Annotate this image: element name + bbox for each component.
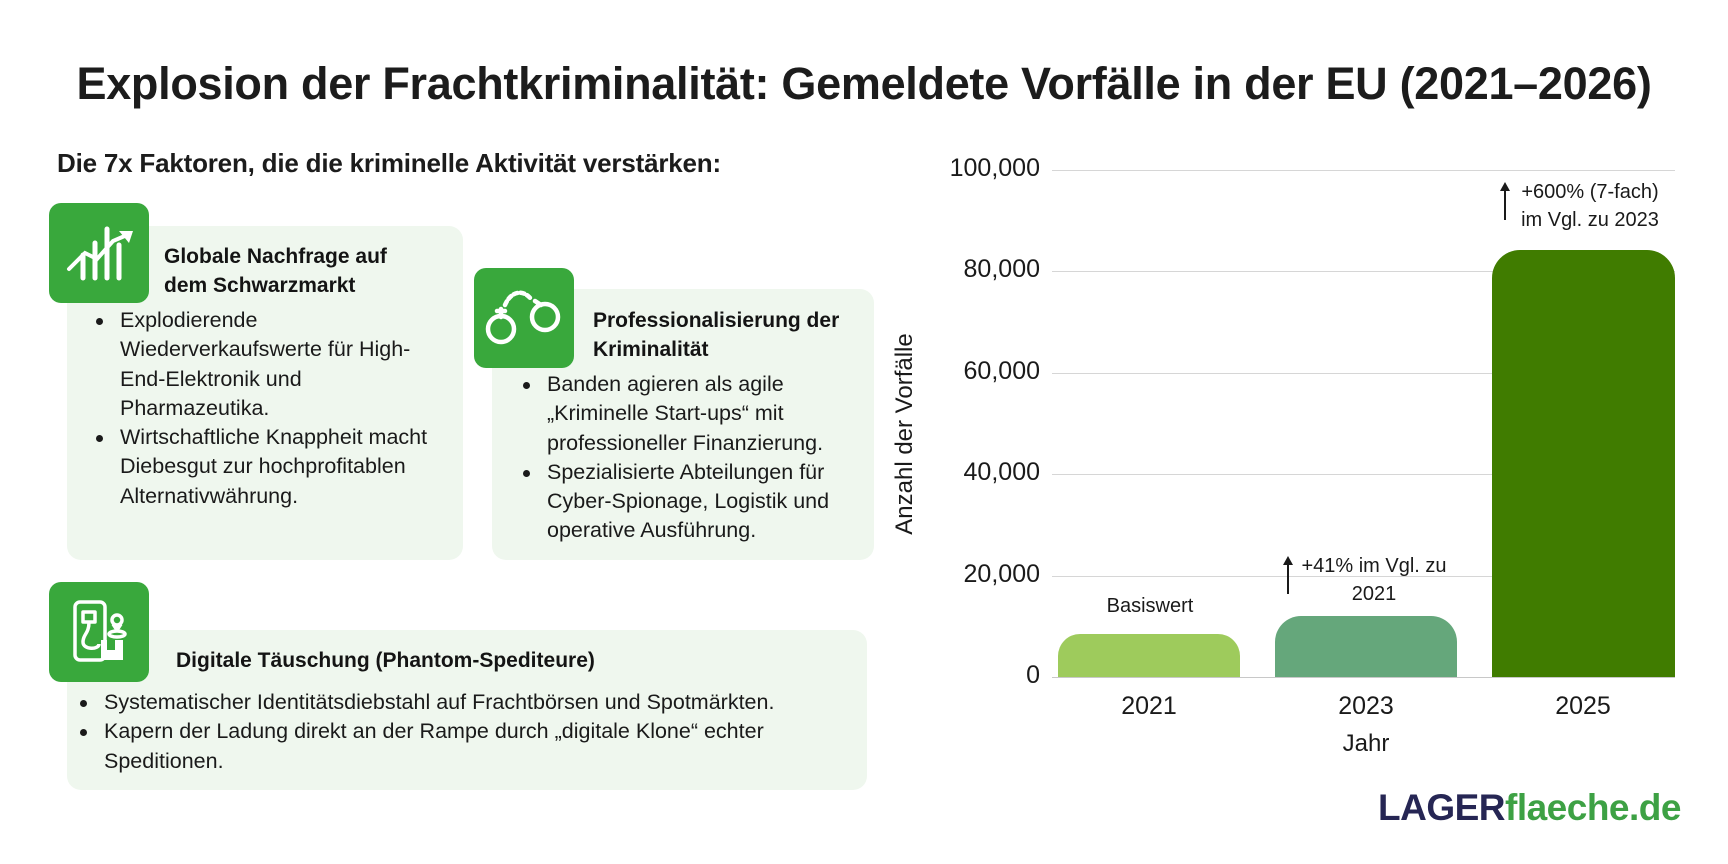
up-arrow-icon: [1500, 182, 1510, 220]
x-axis-label: Jahr: [1342, 730, 1390, 757]
incidents-bar-chart: Anzahl der Vorfälle 100,000 80,000 60,00…: [880, 140, 1700, 780]
bar-2023[interactable]: [1275, 616, 1457, 677]
factor-bullets: Banden agieren als agile „Kriminelle Sta…: [520, 370, 865, 546]
factor-bullets: Explodierende Wiederverkaufswerte für Hi…: [93, 306, 448, 511]
factor-card-digital-deception: [67, 630, 867, 790]
annotation-2023-line2: 2021: [1351, 583, 1397, 605]
gridline: [1052, 576, 1675, 577]
factors-heading: Die 7x Faktoren, die die kriminelle Akti…: [57, 148, 721, 178]
y-tick: 40,000: [963, 458, 1040, 486]
phone-parcel-location-icon: [49, 582, 149, 682]
y-tick: 100,000: [949, 154, 1040, 182]
annotation-2025-line2: im Vgl. zu 2023: [1521, 209, 1659, 231]
x-axis-line: [1052, 677, 1675, 678]
x-tick: 2021: [1121, 692, 1177, 720]
rising-chart-icon: [49, 203, 149, 303]
y-tick: 20,000: [963, 560, 1040, 588]
y-tick: 60,000: [963, 357, 1040, 385]
bullet-item: Explodierende Wiederverkaufswerte für Hi…: [93, 306, 448, 423]
bullet-item: Kapern der Ladung direkt an der Rampe du…: [77, 717, 857, 776]
plot-area: [880, 140, 1700, 677]
handcuffs-icon: [474, 268, 574, 368]
y-tick: 80,000: [963, 255, 1040, 283]
bullet-item: Wirtschaftliche Knappheit macht Diebesgu…: [93, 423, 448, 511]
x-tick: 2023: [1338, 692, 1394, 720]
annotation-2021: Basiswert: [1106, 595, 1194, 617]
gridline: [1052, 170, 1675, 171]
bullet-item: Systematischer Identitätsdiebstahl auf F…: [77, 688, 857, 717]
bullet-item: Spezialisierte Abteilungen für Cyber-Spi…: [520, 458, 865, 546]
gridline: [1052, 474, 1675, 475]
bar-2021[interactable]: [1058, 634, 1240, 677]
annotation-2025-line1: +600% (7-fach): [1521, 181, 1659, 203]
logo-part-domain: flaeche.de: [1505, 787, 1681, 828]
factor-bullets: Systematischer Identitätsdiebstahl auf F…: [77, 688, 857, 776]
y-tick: 0: [1026, 661, 1040, 689]
x-tick: 2025: [1555, 692, 1611, 720]
factor-title: Digitale Täuschung (Phantom-Spediteure): [176, 649, 595, 672]
gridline: [1052, 271, 1675, 272]
factor-title: Professionalisierung der Kriminalität: [593, 309, 840, 361]
factor-title: Globale Nachfrage auf dem Schwarzmarkt: [164, 245, 387, 297]
bar-2025[interactable]: [1492, 250, 1675, 677]
annotation-2023-line1: +41% im Vgl. zu: [1301, 555, 1447, 577]
up-arrow-icon: [1283, 556, 1293, 594]
page-title: Explosion der Frachtkriminalität: Gemeld…: [76, 58, 1652, 109]
brand-logo[interactable]: LAGERflaeche.de: [1378, 787, 1681, 829]
logo-part-lager: LAGER: [1378, 787, 1506, 828]
gridline: [1052, 373, 1675, 374]
bullet-item: Banden agieren als agile „Kriminelle Sta…: [520, 370, 865, 458]
